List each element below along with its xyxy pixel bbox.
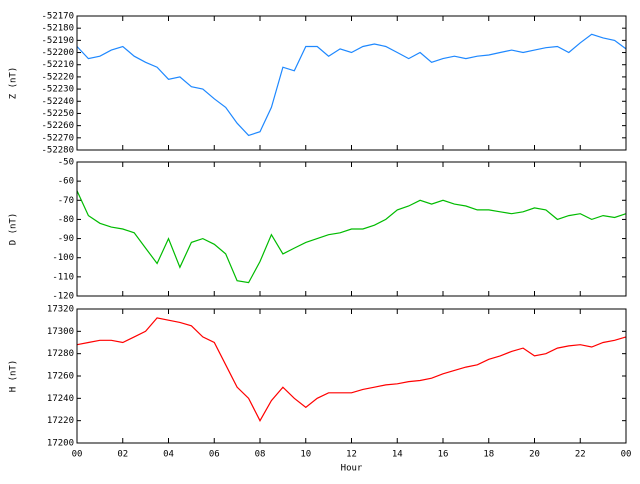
y-tick-label: 17200 <box>47 439 74 449</box>
x-tick-label: 04 <box>163 450 174 460</box>
y-tick-label: -52260 <box>41 121 74 131</box>
y-axis-label: H (nT) <box>9 360 19 393</box>
y-tick-label: -50 <box>58 158 74 168</box>
data-line <box>76 33 627 137</box>
data-line <box>76 317 627 422</box>
y-tick-label: 17260 <box>47 372 74 382</box>
x-tick-label: 00 <box>72 450 83 460</box>
y-tick-label: -52270 <box>41 133 74 143</box>
x-tick-label: 06 <box>209 450 220 460</box>
y-tick-label: 17280 <box>47 349 74 359</box>
y-tick-label: -110 <box>52 272 74 282</box>
y-tick-label: -80 <box>58 215 74 225</box>
y-tick-label: -90 <box>58 234 74 244</box>
y-tick-label: -52220 <box>41 72 74 82</box>
x-tick-label: 00 <box>621 450 632 460</box>
x-tick-label: 08 <box>255 450 266 460</box>
y-tick-label: -52190 <box>41 36 74 46</box>
y-tick-label: -60 <box>58 177 74 187</box>
y-tick-label: -52210 <box>41 60 74 70</box>
y-axis-label: D (nT) <box>9 213 19 246</box>
y-tick-label: -52180 <box>41 24 74 34</box>
y-tick-label: 17300 <box>47 327 74 337</box>
plot-frame <box>76 308 627 444</box>
x-tick-label: 22 <box>575 450 586 460</box>
x-tick-label: 10 <box>300 450 311 460</box>
y-tick-label: 17320 <box>47 305 74 315</box>
x-tick-label: 02 <box>117 450 128 460</box>
data-line <box>76 190 627 284</box>
x-tick-label: 20 <box>529 450 540 460</box>
x-axis-label: Hour <box>341 464 363 474</box>
y-tick-label: -52230 <box>41 85 74 95</box>
x-tick-label: 12 <box>346 450 357 460</box>
y-tick-label: -70 <box>58 196 74 206</box>
y-tick-label: -52280 <box>41 146 74 156</box>
y-tick-label: -52250 <box>41 109 74 119</box>
y-tick-label: -52240 <box>41 97 74 107</box>
y-axis-label: Z (nT) <box>9 67 19 100</box>
y-tick-label: -100 <box>52 253 74 263</box>
plot-frame <box>76 15 627 151</box>
y-tick-label: 17220 <box>47 416 74 426</box>
y-tick-label: -52200 <box>41 48 74 58</box>
y-tick-label: 17240 <box>47 394 74 404</box>
x-tick-label: 14 <box>392 450 403 460</box>
y-tick-label: -52170 <box>41 12 74 22</box>
x-tick-label: 16 <box>438 450 449 460</box>
y-tick-label: -120 <box>52 292 74 302</box>
x-tick-label: 18 <box>483 450 494 460</box>
